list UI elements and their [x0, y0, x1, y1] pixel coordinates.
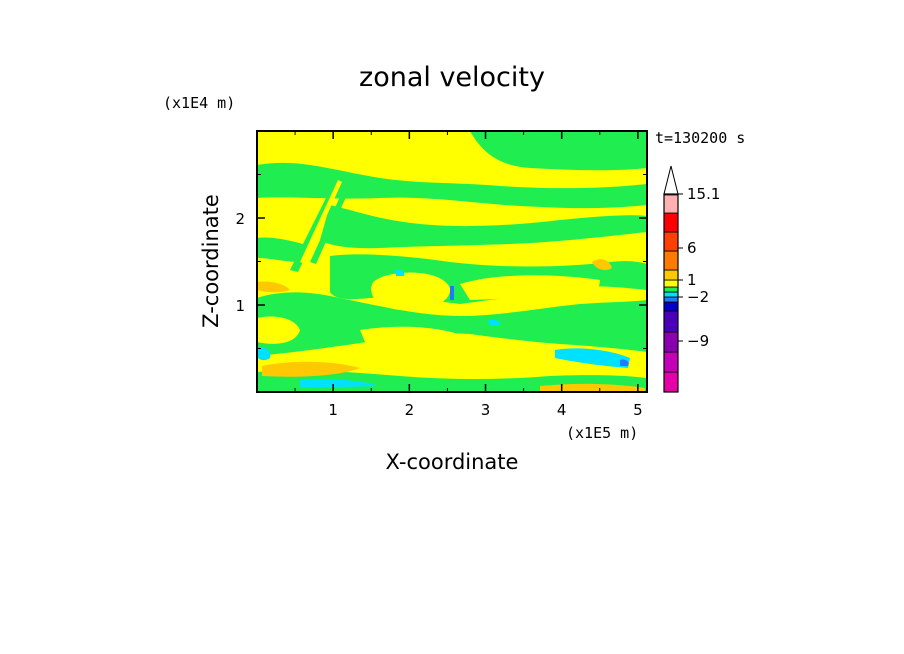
- y-ticks: 12: [235, 174, 647, 349]
- green-band: [257, 237, 310, 262]
- colorbar-segment: [663, 291, 679, 298]
- colorbar-label: −9: [687, 332, 709, 350]
- colorbar-segment: [663, 296, 679, 303]
- colorbar-extend-arrow: [663, 165, 679, 195]
- cyan-patch: [395, 269, 405, 276]
- blue-spot: [620, 359, 629, 366]
- green-band: [320, 205, 647, 249]
- colorbar-label: 6: [687, 239, 697, 257]
- x-tick-label: 2: [405, 401, 415, 419]
- y-tick-label: 2: [235, 210, 245, 228]
- yellow-lens: [257, 316, 300, 344]
- chart-title: zonal velocity: [359, 62, 545, 93]
- colorbar-segment: [663, 193, 679, 214]
- orange-patch: [592, 259, 612, 270]
- colorbar-segment: [663, 212, 679, 233]
- yellow-lens: [360, 326, 470, 345]
- x-tick-label: 4: [557, 401, 567, 419]
- y-axis-title: Z-coordinate: [199, 194, 223, 328]
- x-ticks: 1 2 3 4 5: [294, 131, 643, 419]
- orange-patch: [262, 361, 360, 377]
- contour-field: [257, 131, 647, 392]
- cyan-patch: [300, 379, 380, 388]
- time-label: t=130200 s: [655, 129, 745, 147]
- colorbar-label: 15.1: [687, 185, 720, 203]
- colorbar-segment: [663, 371, 679, 393]
- streak: [310, 186, 350, 264]
- green-band: [257, 162, 647, 209]
- colorbar-frame: [663, 193, 679, 393]
- colorbar-segment: [663, 250, 679, 271]
- colorbar-segment: [663, 286, 679, 293]
- y-unit-label: (x1E4 m): [163, 94, 235, 112]
- x-tick-label: 5: [633, 401, 643, 419]
- colorbar-segment: [663, 279, 679, 288]
- x-axis-title: X-coordinate: [386, 450, 519, 474]
- x-tick-label: 3: [481, 401, 491, 419]
- colorbar-segment: [663, 310, 679, 333]
- yellow-lens: [460, 275, 600, 300]
- orange-patch: [540, 383, 645, 392]
- cyan-patch: [488, 319, 501, 326]
- colorbar-label: −2: [687, 288, 709, 306]
- green-band: [257, 292, 647, 356]
- green-band: [470, 131, 647, 171]
- cyan-patch: [257, 347, 271, 361]
- orange-patch: [257, 281, 290, 293]
- colorbar: 15.1 6 1−2 −9: [663, 165, 720, 393]
- colorbar-segment: [663, 331, 679, 353]
- colorbar-segment: [663, 269, 679, 281]
- streak: [300, 180, 342, 264]
- yellow-lens: [470, 346, 620, 372]
- blue-spot: [450, 286, 454, 300]
- y-tick-label: 1: [235, 297, 245, 315]
- x-tick-label: 1: [328, 401, 338, 419]
- colorbar-label: 1: [687, 271, 697, 289]
- x-unit-label: (x1E5 m): [566, 424, 638, 442]
- colorbar-segment: [663, 301, 679, 312]
- yellow-lens: [371, 272, 451, 311]
- colorbar-segment: [663, 231, 679, 252]
- cyan-patch: [555, 348, 630, 368]
- colorbar-segment: [663, 351, 679, 373]
